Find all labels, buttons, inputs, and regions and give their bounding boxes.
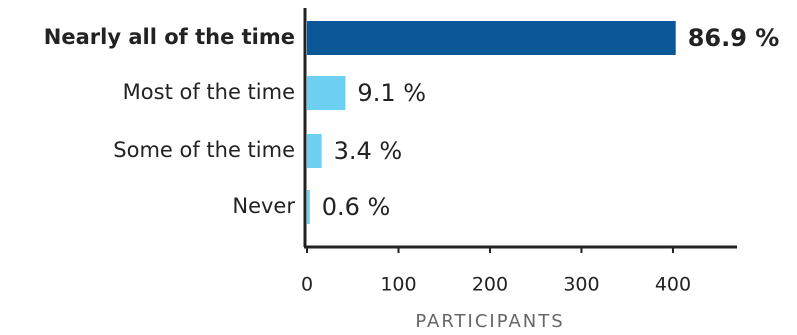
category-label: Some of the time	[113, 138, 295, 162]
x-tick-label: 300	[563, 274, 599, 296]
bar	[307, 190, 310, 224]
x-tick-label: 100	[380, 274, 416, 296]
category-label: Most of the time	[123, 80, 295, 104]
category-label: Nearly all of the time	[44, 25, 295, 49]
category-label: Never	[232, 194, 295, 218]
value-label: 86.9 %	[688, 24, 780, 52]
x-tick-label: 200	[472, 274, 508, 296]
value-label: 0.6 %	[322, 193, 391, 221]
value-label: 9.1 %	[357, 79, 426, 107]
bar	[307, 76, 346, 110]
value-label: 3.4 %	[334, 137, 403, 165]
bar	[307, 21, 676, 55]
x-tick-label: 400	[655, 274, 691, 296]
bar	[307, 134, 322, 168]
x-axis-title: PARTICIPANTS	[415, 311, 564, 332]
x-tick-label: 0	[301, 274, 313, 296]
